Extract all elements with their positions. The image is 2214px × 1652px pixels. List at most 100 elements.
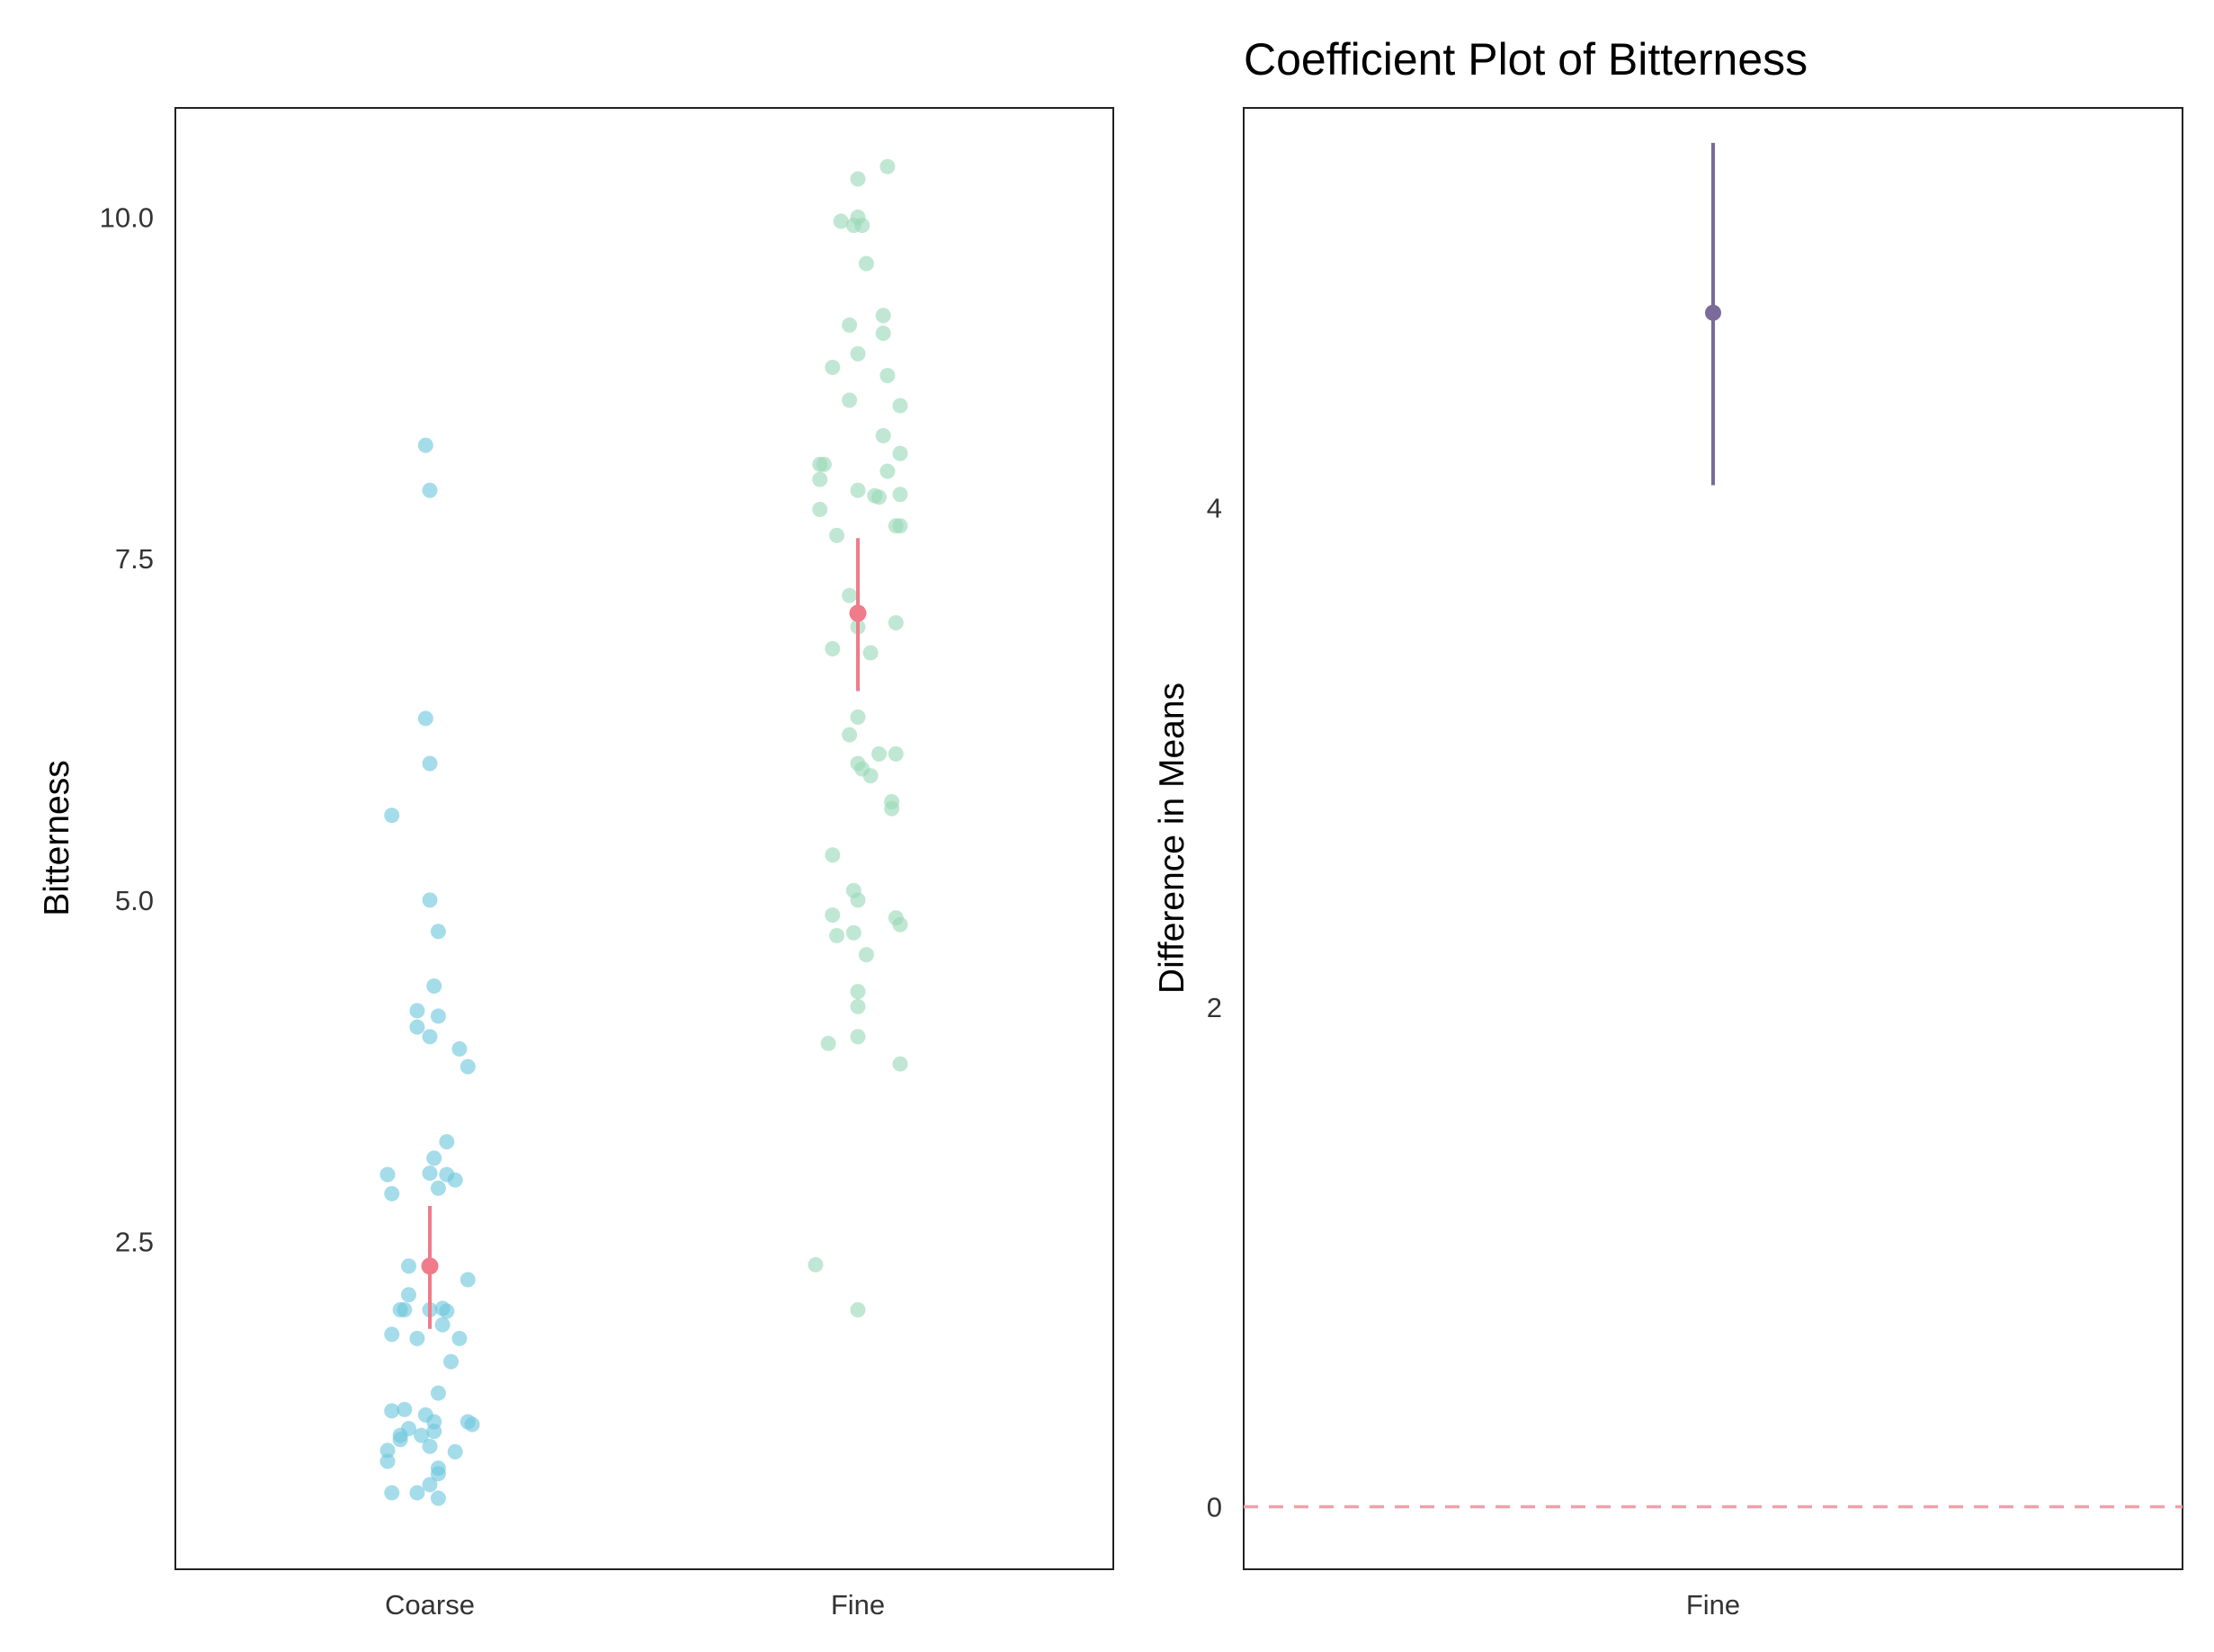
right-x-ticks: Fine <box>1686 1589 1740 1621</box>
data-point-fine <box>871 746 887 762</box>
data-point-fine <box>825 640 841 656</box>
data-point-coarse <box>460 1272 476 1288</box>
left-points <box>379 158 908 1506</box>
left-panel: 2.5 5.0 7.5 10.0 Coarse Fine Bitterness <box>38 107 1114 1621</box>
data-point-fine <box>850 1301 866 1317</box>
data-point-fine <box>850 892 866 908</box>
y-tick-label: 7.5 <box>115 543 154 575</box>
data-point-coarse <box>430 1385 446 1401</box>
data-point-coarse <box>379 1453 396 1469</box>
data-point-fine <box>850 984 866 1000</box>
data-point-coarse <box>397 1301 413 1317</box>
x-tick-label: Fine <box>1686 1589 1740 1621</box>
right-panel-border <box>1243 107 2183 1570</box>
data-point-coarse <box>434 1317 451 1333</box>
data-point-fine <box>871 489 887 505</box>
data-point-fine <box>833 213 849 229</box>
data-point-fine <box>850 709 866 725</box>
data-point-fine <box>850 171 866 187</box>
right-panel: Coefficient Plot of Bitterness 024 Fine … <box>1153 34 2183 1621</box>
data-point-coarse <box>430 1008 446 1024</box>
y-tick-label: 4 <box>1207 492 1222 523</box>
data-point-fine <box>820 1035 836 1051</box>
data-point-fine <box>892 487 908 503</box>
data-point-coarse <box>460 1058 476 1075</box>
data-point-coarse <box>430 1466 446 1482</box>
data-point-fine <box>808 1256 824 1272</box>
data-point-fine <box>858 255 874 272</box>
data-point-fine <box>879 368 896 384</box>
left-y-ticks: 2.5 5.0 7.5 10.0 <box>100 201 154 1257</box>
data-point-fine <box>842 587 858 603</box>
data-point-coarse <box>422 1029 438 1045</box>
data-point-coarse <box>409 1330 425 1346</box>
y-tick-label: 10.0 <box>100 201 154 233</box>
data-point-coarse <box>384 1326 400 1343</box>
plot-title: Coefficient Plot of Bitterness <box>1244 34 1808 85</box>
data-point-fine <box>850 998 866 1014</box>
data-point-fine <box>829 927 844 943</box>
data-point-coarse <box>409 1019 425 1035</box>
y-tick-label: 5.0 <box>115 885 154 916</box>
left-means <box>421 538 867 1329</box>
data-point-fine <box>812 471 828 487</box>
data-point-fine <box>812 501 828 517</box>
data-point-coarse <box>422 1438 438 1454</box>
data-point-fine <box>875 308 891 324</box>
data-point-coarse <box>384 1403 400 1419</box>
data-point-coarse <box>451 1330 468 1346</box>
data-point-coarse <box>414 1427 430 1443</box>
data-point-coarse <box>439 1134 455 1150</box>
mean-point-fine <box>849 604 867 622</box>
data-point-coarse <box>443 1353 459 1370</box>
data-point-fine <box>884 800 900 817</box>
right-estimates <box>1705 142 1721 486</box>
right-y-ticks: 0 2 4 <box>1207 492 1222 1523</box>
left-x-ticks: Coarse Fine <box>385 1589 885 1621</box>
data-point-coarse <box>439 1303 455 1319</box>
data-point-fine <box>854 218 870 234</box>
data-point-fine <box>892 1056 908 1072</box>
data-point-coarse <box>384 1185 400 1201</box>
data-point-coarse <box>392 1432 408 1448</box>
data-point-fine <box>816 456 832 472</box>
data-point-fine <box>879 463 896 479</box>
data-point-coarse <box>422 482 438 498</box>
right-y-axis-label: Difference in Means <box>1153 683 1192 994</box>
data-point-fine <box>825 847 841 863</box>
data-point-fine <box>842 317 858 333</box>
data-point-coarse <box>447 1172 463 1188</box>
data-point-fine <box>862 768 879 784</box>
y-tick-label: 0 <box>1207 1492 1222 1523</box>
data-point-coarse <box>384 808 400 824</box>
data-point-coarse <box>447 1443 463 1460</box>
data-point-coarse <box>379 1442 396 1459</box>
y-tick-label: 2 <box>1207 992 1222 1023</box>
left-y-axis-label: Bitterness <box>38 760 76 915</box>
data-point-fine <box>892 916 908 933</box>
x-tick-label: Fine <box>831 1589 885 1621</box>
left-panel-border <box>174 107 1114 1570</box>
data-point-coarse <box>384 1485 400 1501</box>
data-point-fine <box>858 947 874 963</box>
data-point-coarse <box>430 1180 446 1196</box>
data-point-coarse <box>379 1166 396 1183</box>
data-point-coarse <box>422 755 438 772</box>
mean-point-coarse <box>421 1257 439 1275</box>
data-point-coarse <box>422 1165 438 1182</box>
data-point-fine <box>892 518 908 534</box>
data-point-fine <box>842 392 858 408</box>
data-point-coarse <box>430 1490 446 1506</box>
data-point-fine <box>879 158 896 174</box>
data-point-fine <box>845 924 861 941</box>
data-point-coarse <box>409 1003 425 1019</box>
data-point-coarse <box>401 1258 416 1274</box>
data-point-coarse <box>417 710 433 727</box>
data-point-coarse <box>426 978 442 995</box>
data-point-fine <box>892 445 908 461</box>
data-point-coarse <box>397 1401 413 1417</box>
data-point-fine <box>888 615 904 631</box>
data-point-fine <box>825 907 841 924</box>
y-tick-label: 2.5 <box>115 1227 154 1258</box>
